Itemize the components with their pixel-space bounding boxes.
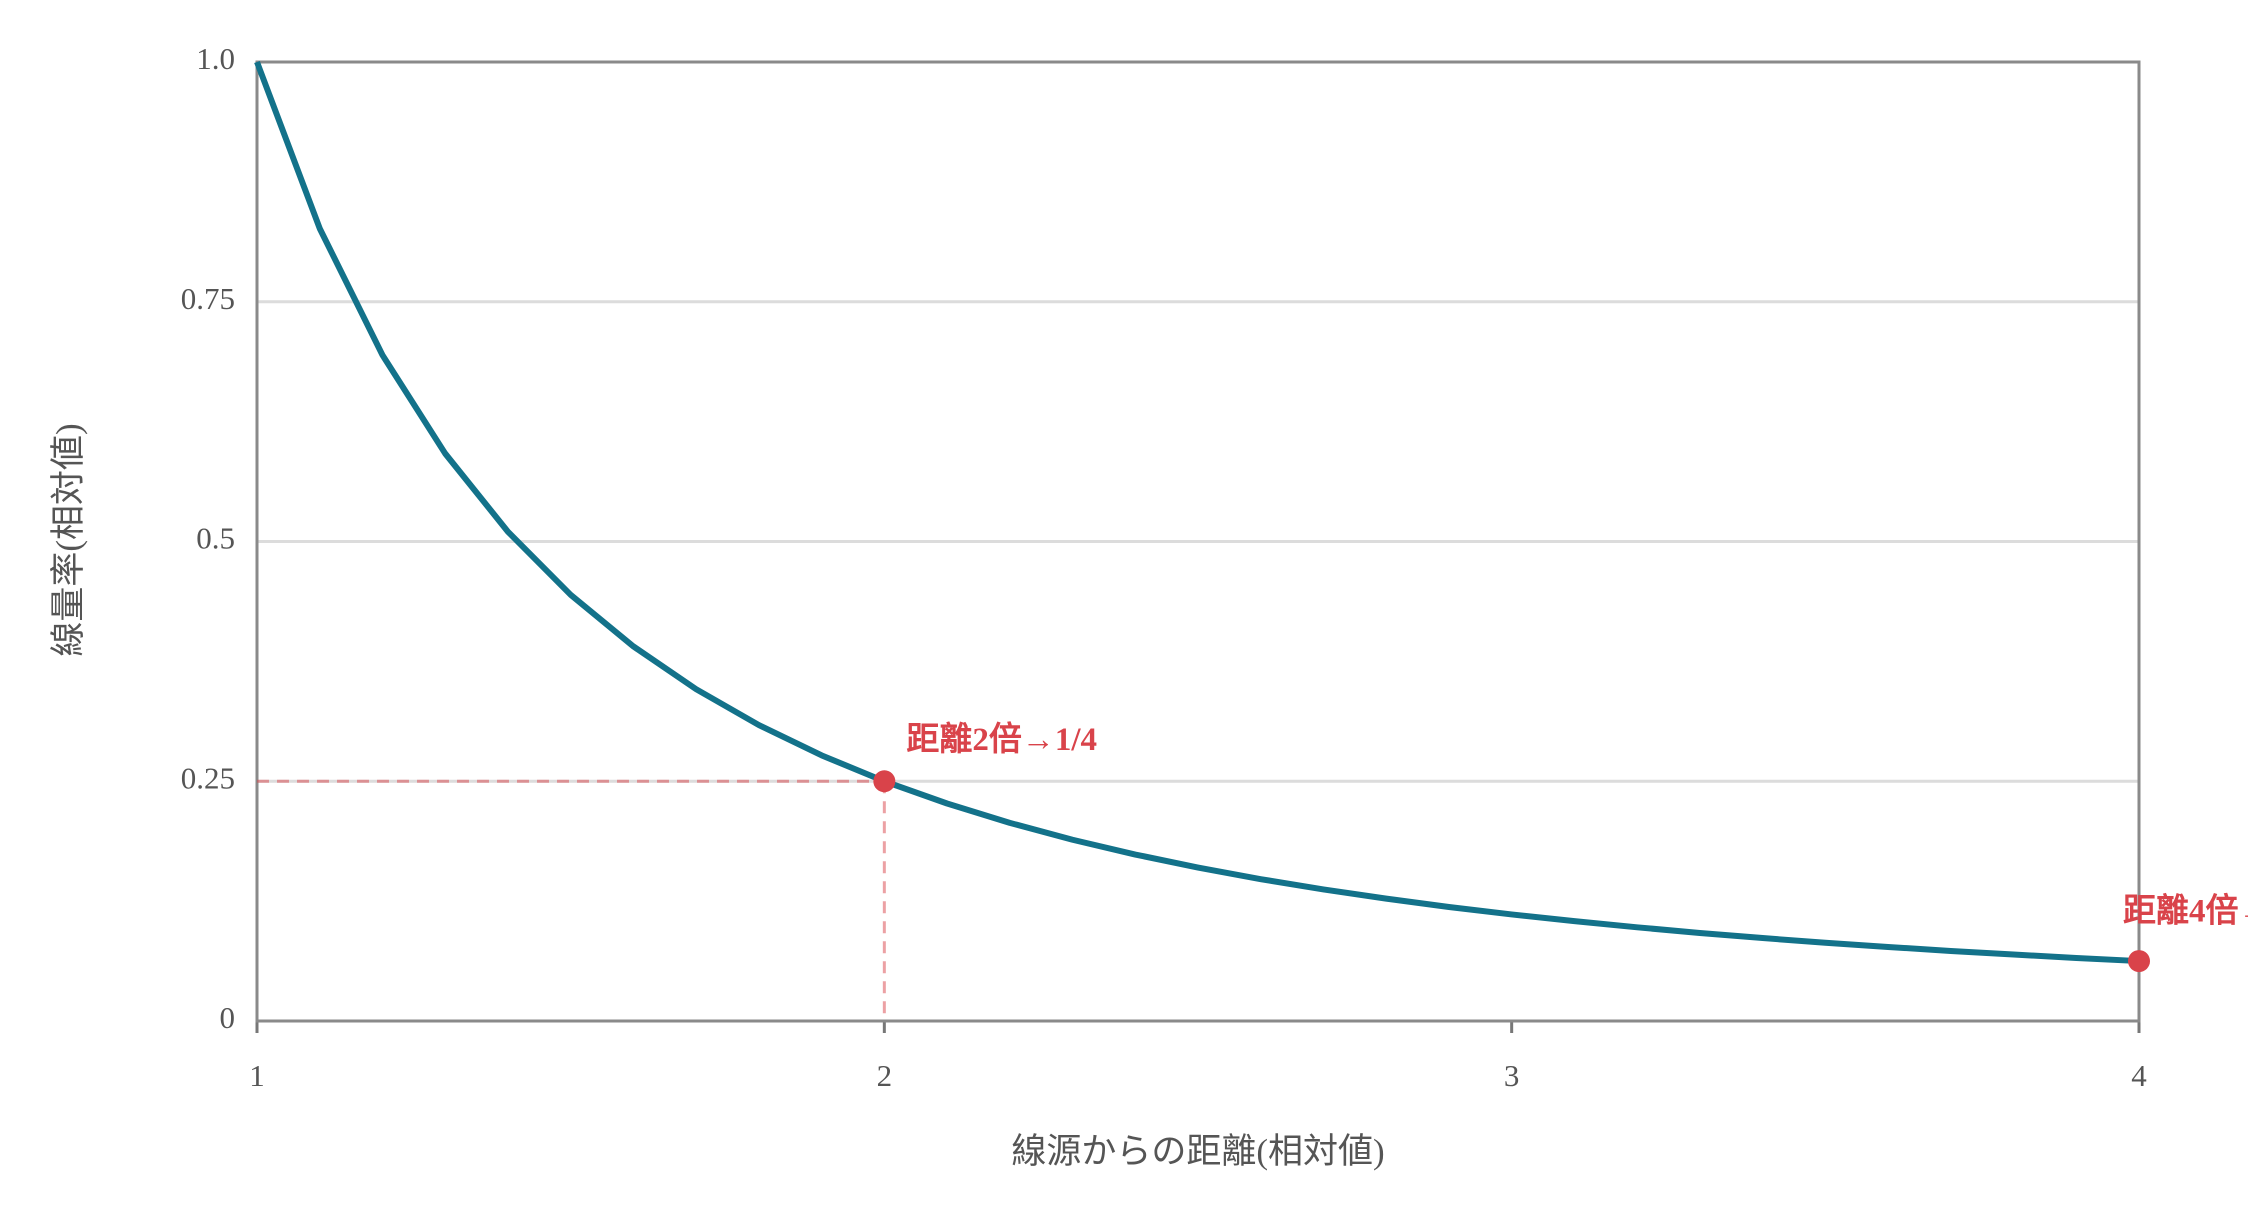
y-tick-label: 0.75 xyxy=(181,281,235,316)
annotation-point xyxy=(2128,950,2150,973)
x-tick-label: 4 xyxy=(2131,1058,2147,1093)
y-tick-label: 0 xyxy=(220,1000,236,1035)
x-axis-title: 線源からの距離(相対値) xyxy=(1011,1132,1384,1171)
annotation-label: 距離2倍→1/4 xyxy=(906,721,1097,758)
annotation-label: 距離4倍→1/16 xyxy=(2123,893,2248,930)
x-tick-label: 1 xyxy=(249,1058,265,1093)
x-tick-label: 2 xyxy=(877,1058,893,1093)
y-tick-label: 1.0 xyxy=(196,41,235,76)
line xyxy=(254,60,2140,965)
y-tick-label: 0.25 xyxy=(181,760,235,795)
y-tick-label: 0.5 xyxy=(196,521,235,556)
x-tick-label: 3 xyxy=(1504,1058,1520,1093)
plot-frame xyxy=(255,60,2141,1023)
annotation-point xyxy=(873,770,896,793)
y-axis-title: 線量率(相対値) xyxy=(49,423,88,656)
